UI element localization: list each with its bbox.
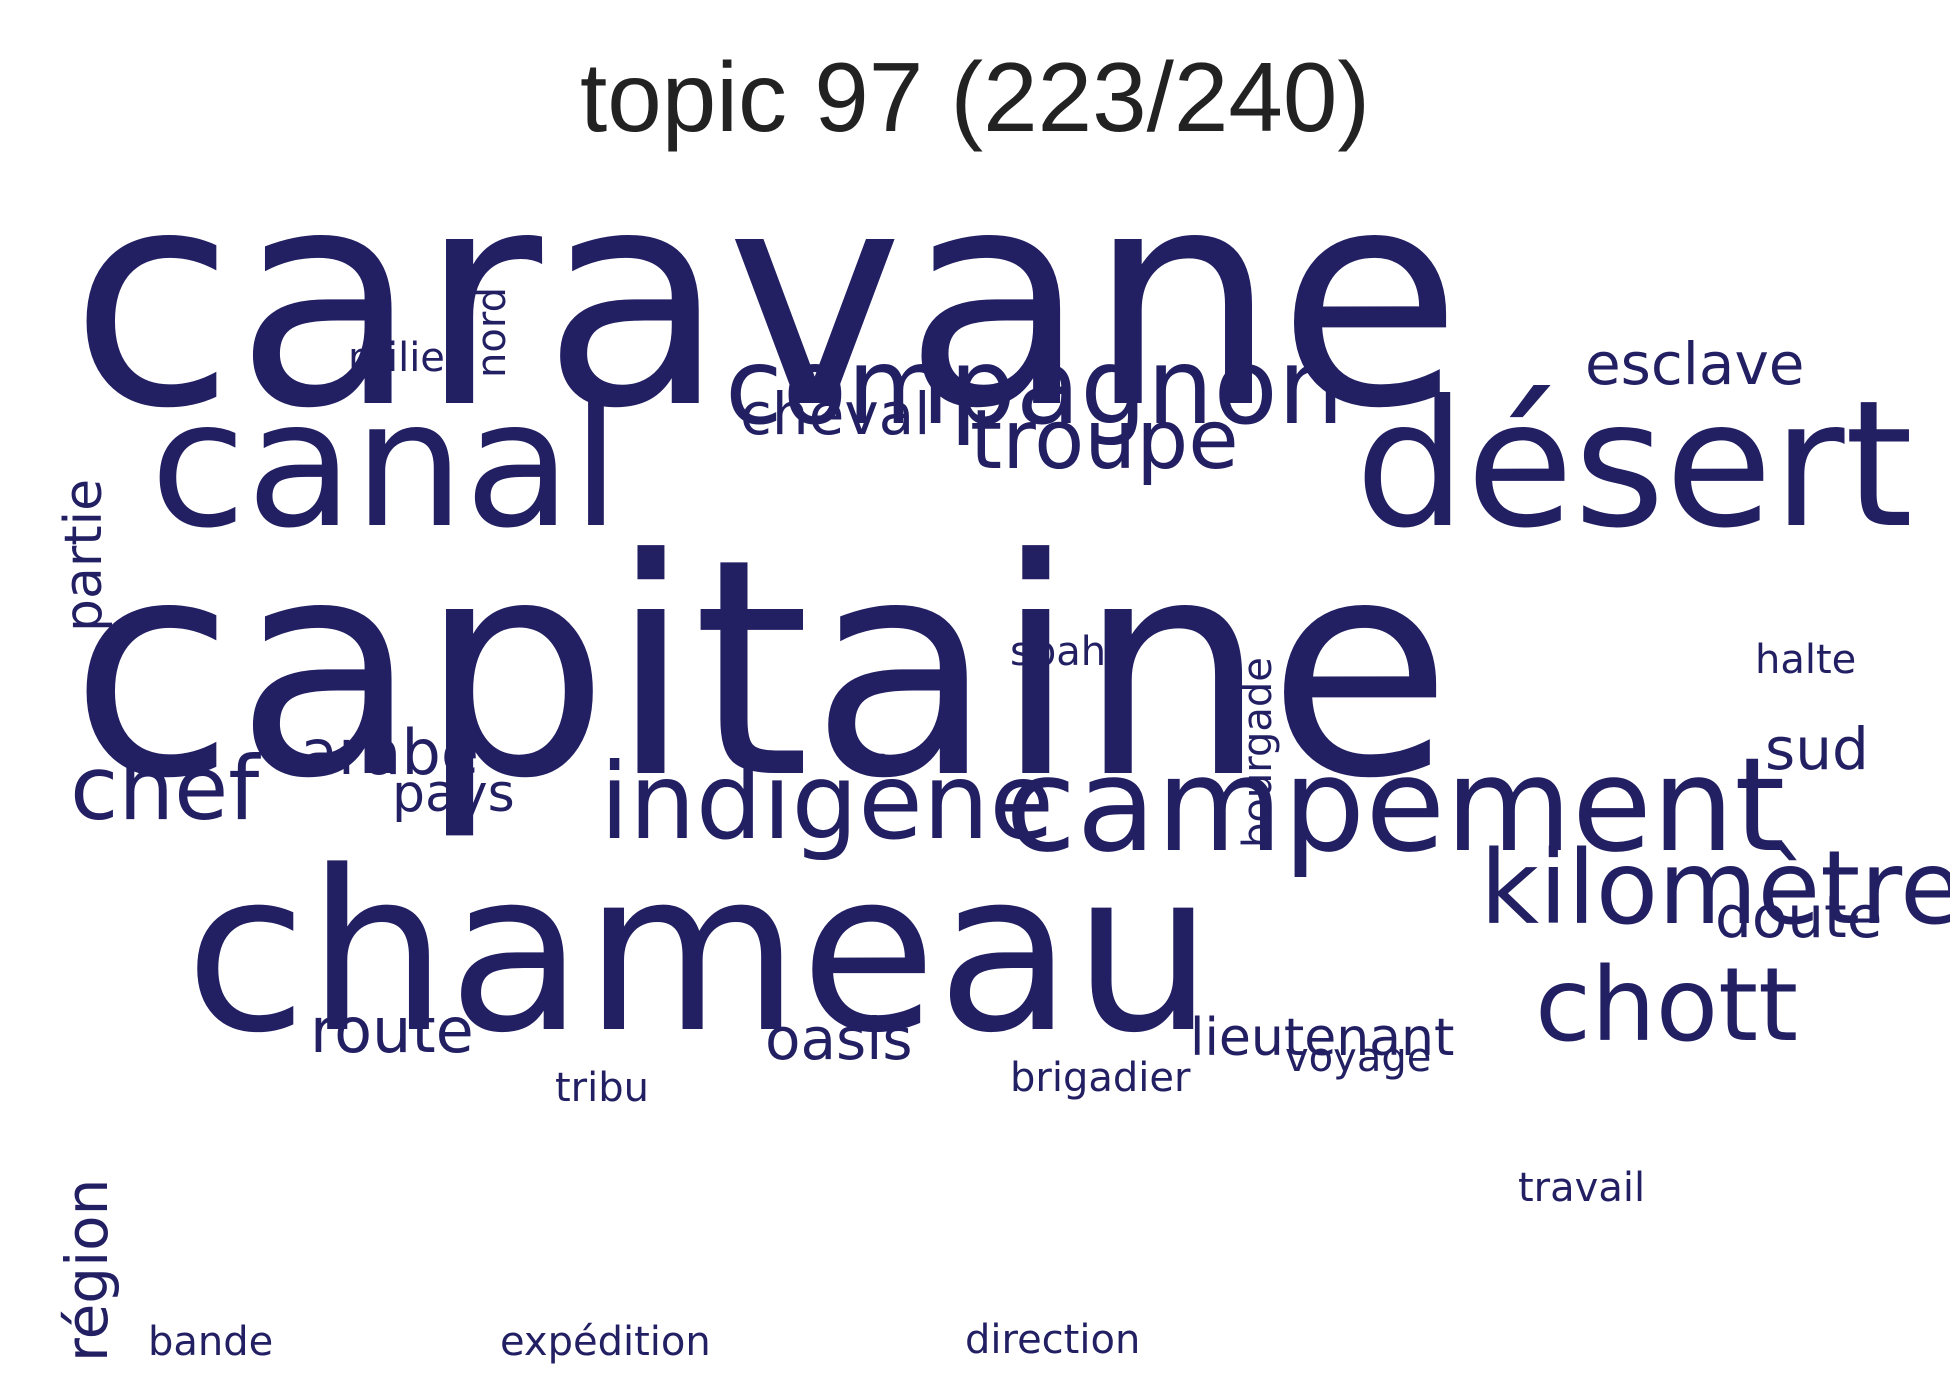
word-sud: sud [1765, 715, 1869, 783]
word-voyage: voyage [1285, 1035, 1432, 1081]
word-compagnon: compagnon [725, 326, 1345, 448]
word-tribu: tribu [555, 1065, 649, 1111]
word-chef: chef [70, 737, 260, 840]
word-cheval: cheval [740, 380, 931, 448]
word-pays: pays [392, 764, 515, 824]
word-esclave: esclave [1585, 330, 1805, 398]
word-désert: désert [1355, 364, 1914, 567]
word-halte: halte [1755, 637, 1857, 683]
word-troupe: troupe [970, 393, 1239, 488]
word-nord: nord [469, 287, 515, 378]
word-indigène: indigène [600, 741, 1054, 863]
word-caravane: caravane [70, 125, 1463, 474]
word-lieutenant: lieutenant [1190, 1008, 1455, 1068]
word-chameau: chameau [185, 824, 1214, 1082]
word-campement: campement [1005, 729, 1786, 881]
word-chott: chott [1535, 946, 1799, 1065]
word-capitaine: capitaine [70, 495, 1453, 844]
word-brigadier: brigadier [1010, 1055, 1191, 1101]
word-bourgade: bourgade [1235, 657, 1281, 848]
word-route: route [310, 994, 474, 1067]
word-oasis: oasis [765, 1005, 913, 1073]
word-travail: travail [1518, 1165, 1646, 1211]
word-milieu: milieu [348, 335, 471, 381]
word-partie: partie [54, 478, 114, 632]
word-direction: direction [965, 1317, 1141, 1363]
word-région: région [53, 1178, 121, 1362]
word-bande: bande [148, 1319, 274, 1365]
word-doute: doute [1715, 883, 1883, 951]
word-expédition: expédition [500, 1319, 711, 1365]
word-arabe: arabe [300, 716, 479, 789]
word-kilomètre: kilomètre [1480, 829, 1950, 948]
word-spahi: spahi [1010, 629, 1118, 675]
word-canal: canal [150, 364, 621, 567]
cloud-title: topic 97 (223/240) [580, 42, 1370, 152]
